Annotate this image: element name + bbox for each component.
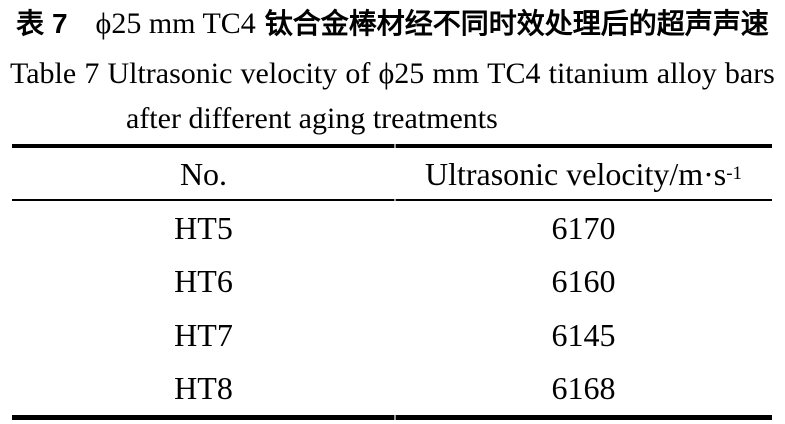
top-rule-right-segment — [396, 144, 772, 148]
cell-specimen-no: HT8 — [174, 370, 233, 407]
mid-rule-left-segment — [12, 199, 394, 201]
bottom-rule-column-tick — [394, 415, 396, 420]
table-header-rule — [12, 199, 772, 201]
table-bottom-rule — [12, 415, 772, 420]
mid-rule-column-tick — [394, 199, 396, 201]
cell-ultrasonic-velocity: 6145 — [551, 316, 616, 353]
table-top-rule — [12, 144, 772, 148]
cell-ultrasonic-velocity: 6170 — [551, 209, 616, 246]
caption-word: of — [345, 57, 371, 90]
caption-zh-specimen-spec: ϕ25 mm TC4 — [95, 7, 256, 40]
caption-english-line2: after different aging treatments — [126, 102, 498, 135]
table-row: HT8 6168 — [12, 362, 772, 416]
column-header-no: No. — [179, 155, 228, 192]
bottom-rule-right-segment — [396, 415, 772, 420]
caption-english-line1: Table 7 Ultrasonic velocity of ϕ25 mm TC4 titani… — [10, 56, 775, 92]
caption-zh-text: 钛合金棒材经不同时效处理后的超声声速 — [264, 8, 769, 39]
table-header-row: No. Ultrasonic velocity/m·s -1 — [12, 148, 772, 199]
caption-word: TC4 — [487, 57, 541, 90]
caption-word: titanium — [548, 57, 649, 90]
caption-word: velocity — [240, 57, 338, 90]
top-rule-column-tick — [394, 144, 396, 148]
data-table: No. Ultrasonic velocity/m·s -1 HT5 6170 H… — [12, 144, 772, 420]
table-row: HT5 6170 — [12, 201, 772, 255]
caption-chinese: 表 7 ϕ25 mm TC4 钛合金棒材经不同时效处理后的超声声速 — [0, 6, 785, 42]
cell-specimen-no: HT6 — [174, 263, 233, 300]
velocity-header-text: Ultrasonic velocity/m·s — [424, 155, 727, 192]
column-header-velocity: Ultrasonic velocity/m·s -1 — [424, 155, 743, 192]
cell-ultrasonic-velocity: 6160 — [551, 263, 616, 300]
caption-word: 7 — [84, 57, 100, 90]
top-rule-left-segment — [12, 144, 394, 148]
caption-word: Table — [10, 57, 77, 90]
cell-ultrasonic-velocity: 6168 — [551, 370, 616, 407]
bottom-rule-left-segment — [12, 415, 394, 420]
caption-word: Ultrasonic — [107, 57, 233, 90]
mid-rule-right-segment — [396, 199, 772, 201]
caption-word: ϕ25 — [378, 57, 425, 90]
caption-zh-table-number: 表 7 — [16, 8, 68, 39]
caption-word: alloy — [656, 57, 717, 90]
table-row: HT7 6145 — [12, 308, 772, 362]
cell-specimen-no: HT7 — [174, 316, 233, 353]
table-row: HT6 6160 — [12, 255, 772, 309]
caption-word: mm — [432, 57, 480, 90]
cell-specimen-no: HT5 — [174, 209, 233, 246]
caption-word: bars — [724, 57, 775, 90]
